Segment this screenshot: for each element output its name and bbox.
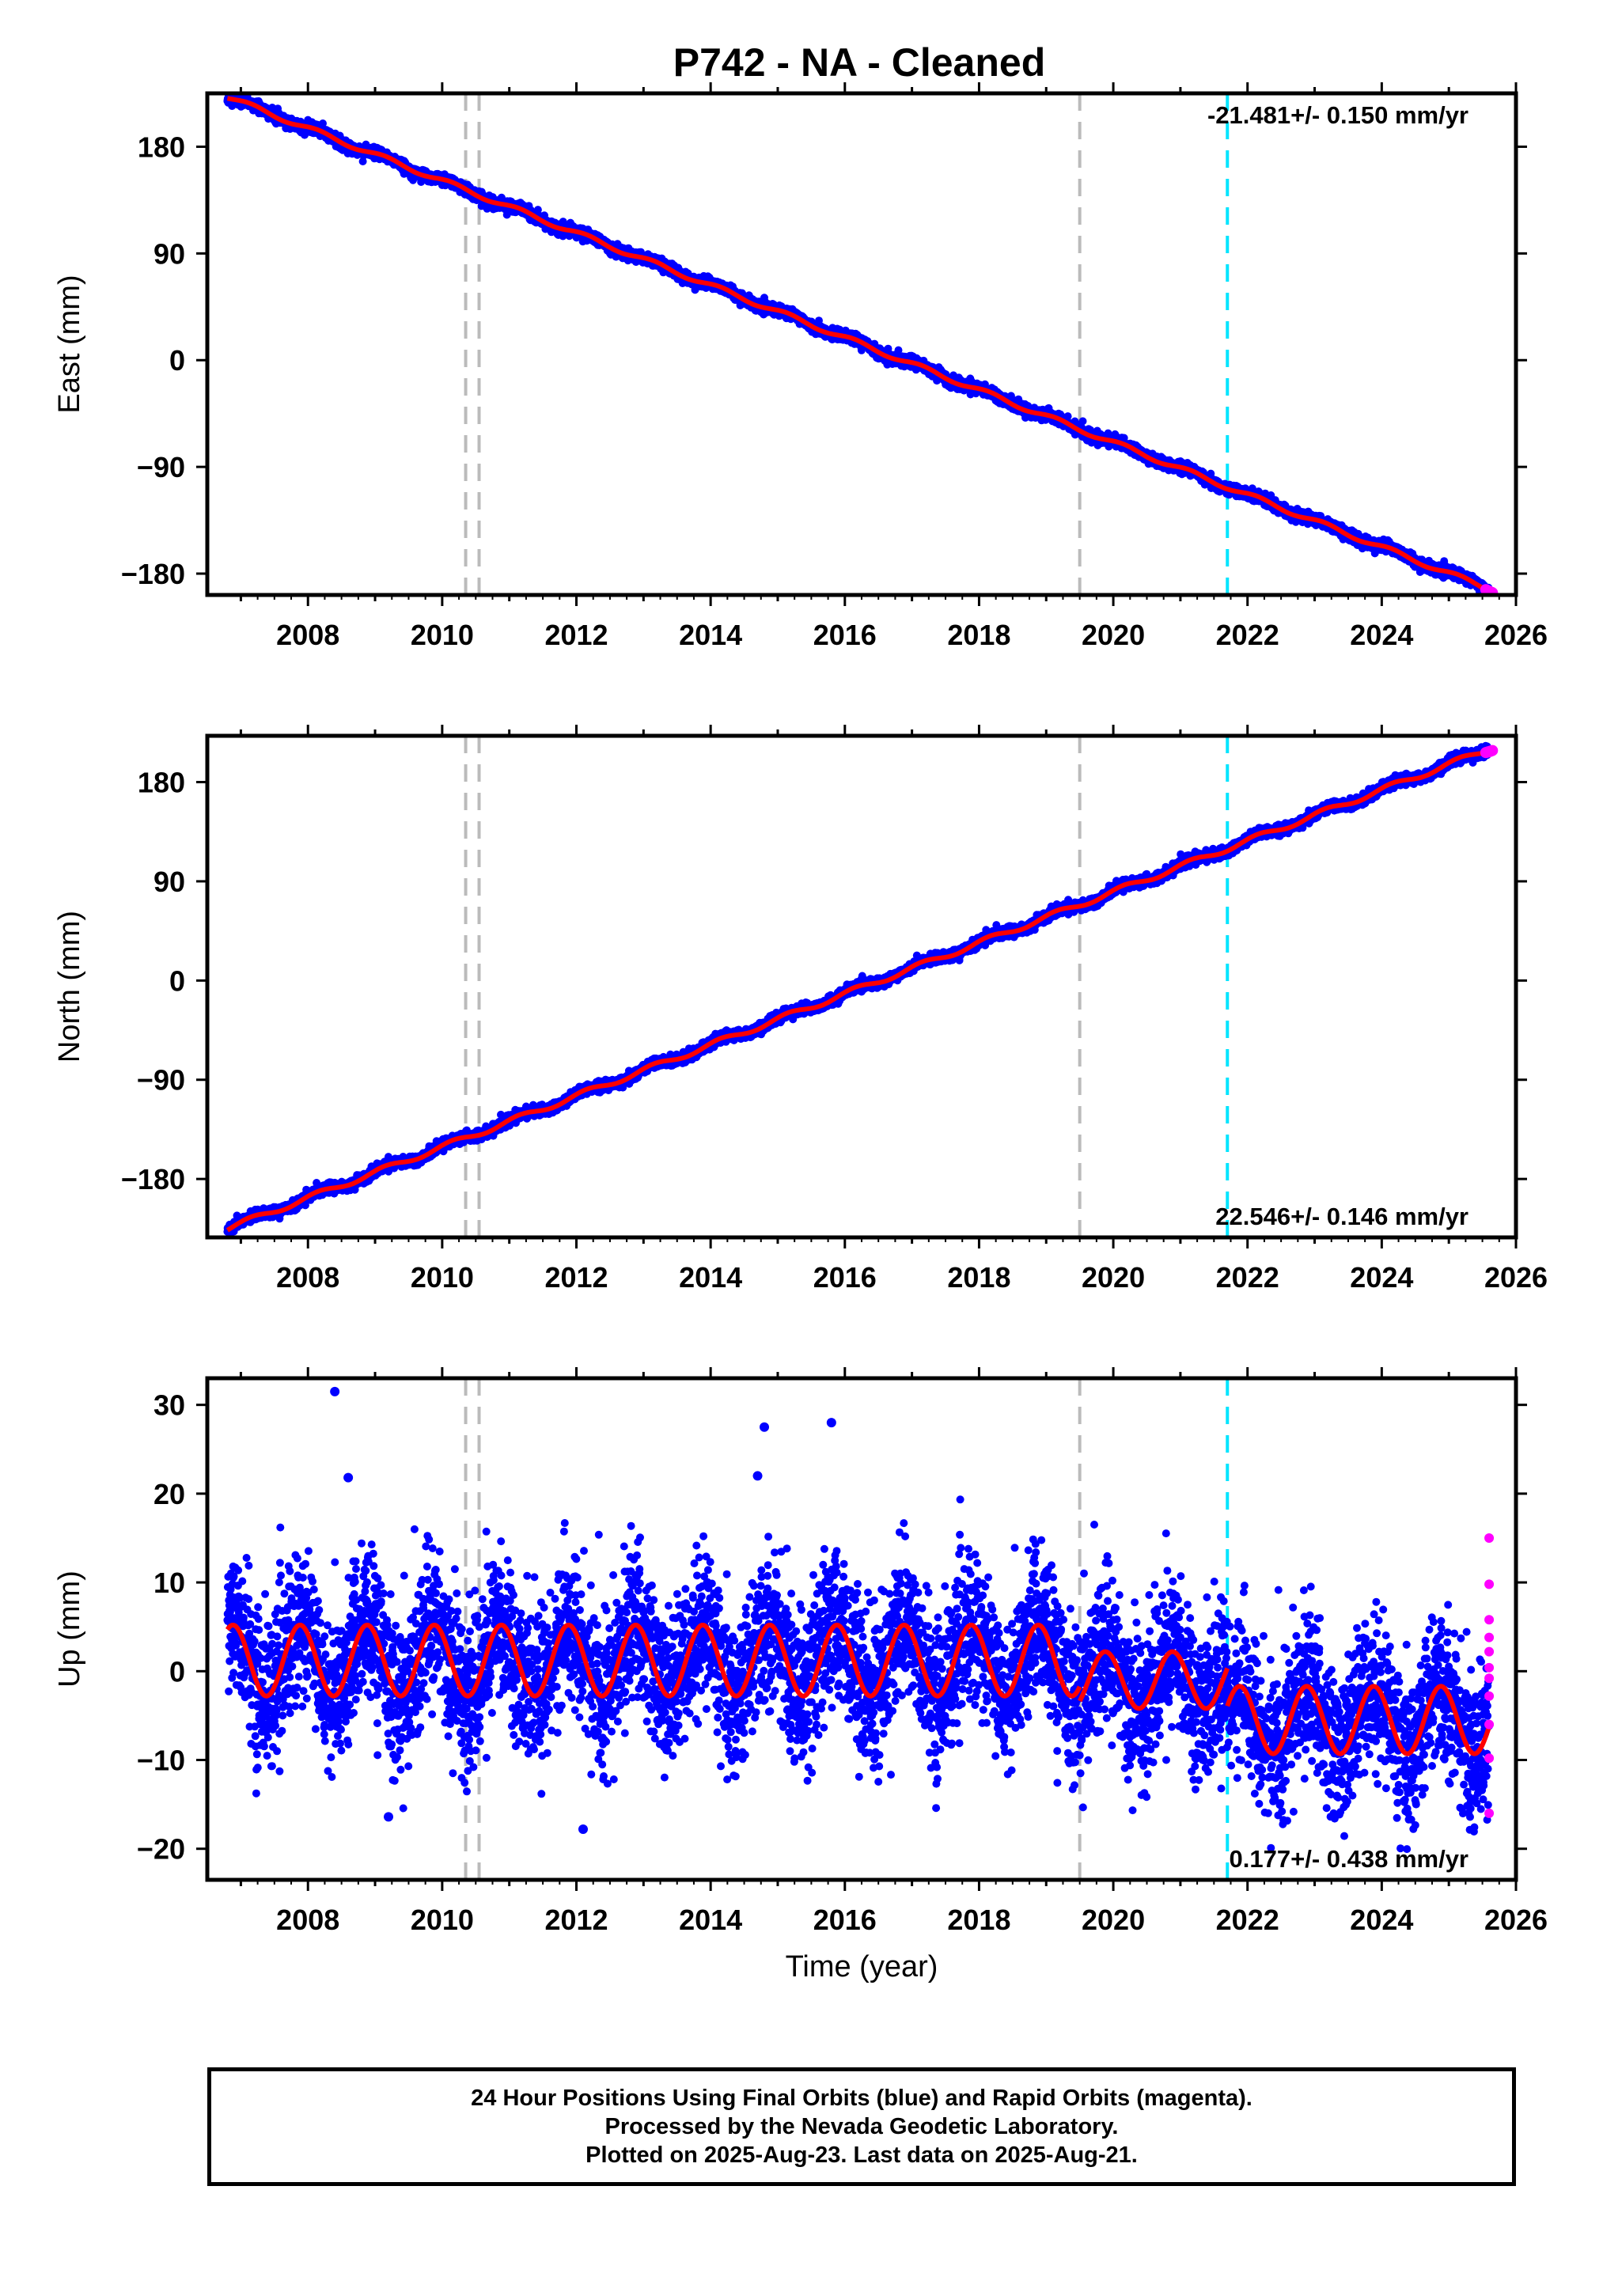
east-final-orbit-points [223,93,1493,595]
figure-title: P742 - NA - Cleaned [673,40,1046,85]
east-plot-area [223,93,1499,595]
east-point [1078,417,1087,426]
east-point [894,346,903,354]
panel-east: 2008 2010 2012 2014 2016 2018 2020 2022 2024 2026… [53,82,1548,651]
